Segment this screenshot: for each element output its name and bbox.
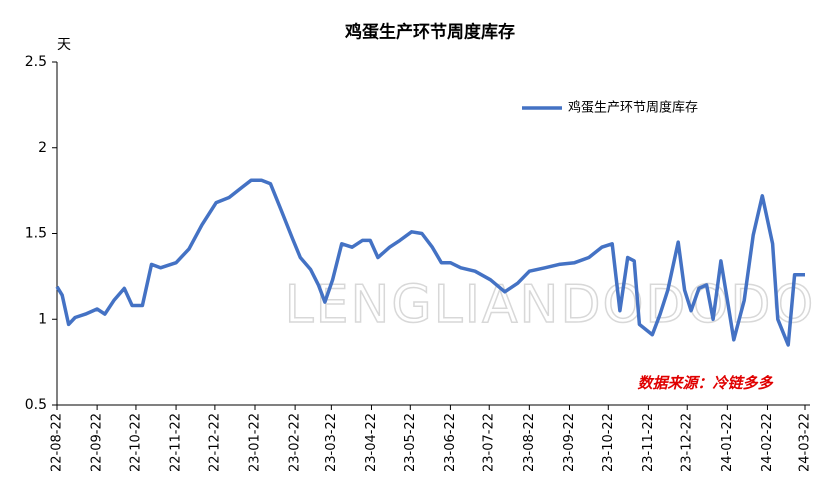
legend-label: 鸡蛋生产环节周度库存: [568, 100, 698, 116]
x-tick-label: 23-03-22: [324, 413, 339, 472]
y-tick-label: 2.5: [25, 54, 47, 70]
y-tick-label: 1.5: [25, 226, 47, 242]
x-tick-label: 22-10-22: [128, 413, 143, 472]
x-tick-label: 24-02-22: [760, 413, 775, 472]
x-tick-label: 24-01-22: [720, 413, 735, 472]
x-tick-label: 22-11-22: [169, 413, 184, 472]
source-note: 数据来源：冷链多多: [637, 374, 773, 392]
x-tick-label: 23-01-22: [248, 413, 263, 472]
x-tick-label: 23-08-22: [522, 413, 537, 472]
x-tick-label: 24-03-22: [798, 413, 813, 472]
x-tick-label: 23-05-22: [403, 413, 418, 472]
x-tick-label: 22-12-22: [207, 413, 222, 472]
x-tick-label: 22-08-22: [50, 413, 65, 472]
y-tick-label: 2: [38, 140, 47, 156]
y-tick-label: 0.5: [25, 397, 47, 413]
y-unit: 天: [57, 37, 71, 53]
data-line: [55, 178, 805, 347]
y-tick-label: 1: [38, 311, 47, 327]
x-tick-label: 23-11-22: [641, 413, 656, 472]
x-tick-label: 23-10-22: [601, 413, 616, 472]
x-tick-label: 23-12-22: [680, 413, 695, 472]
x-tick-label: 23-04-22: [364, 413, 379, 472]
chart-title: 鸡蛋生产环节周度库存: [344, 22, 515, 43]
x-tick-label: 23-06-22: [443, 413, 458, 472]
x-tick-label: 22-09-22: [90, 413, 105, 472]
x-tick-label: 23-09-22: [562, 413, 577, 472]
x-tick-label: 23-07-22: [482, 413, 497, 472]
x-tick-label: 23-02-22: [288, 413, 303, 472]
